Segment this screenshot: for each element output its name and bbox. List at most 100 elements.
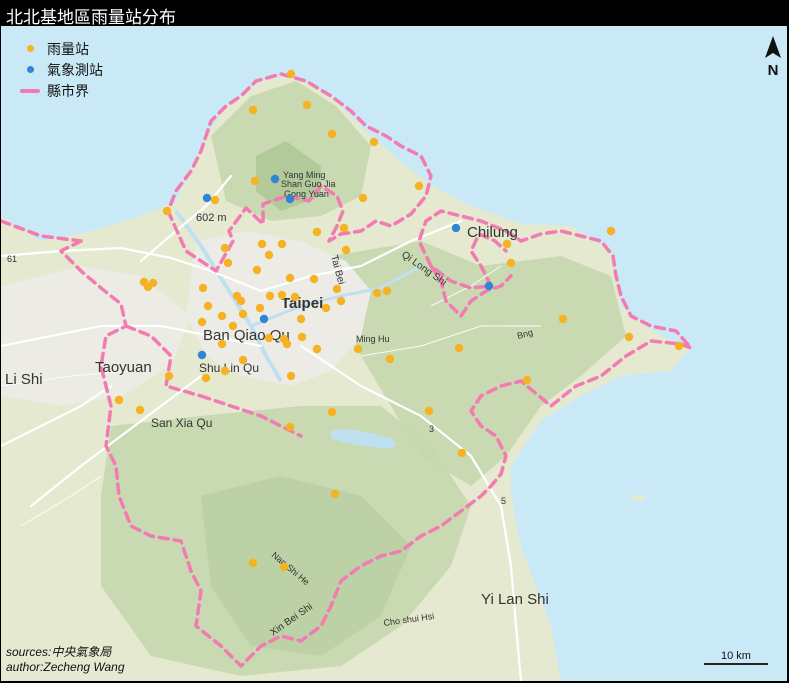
minor-roads (1, 265, 541, 527)
rain-station-marker[interactable] (217, 339, 227, 349)
rain-station-marker[interactable] (674, 341, 684, 351)
rain-station-marker[interactable] (321, 303, 331, 313)
map-credits: sources:中央氣象局 author:Zecheng Wang (6, 645, 125, 675)
weather-station-marker[interactable] (270, 174, 280, 184)
rain-station-marker[interactable] (332, 284, 342, 294)
rain-station-marker[interactable] (265, 291, 275, 301)
rain-station-marker[interactable] (217, 311, 227, 321)
weather-station-marker[interactable] (197, 350, 207, 360)
rain-station-marker[interactable] (236, 296, 246, 306)
keelung-river (250, 264, 422, 328)
rain-station-marker[interactable] (148, 278, 158, 288)
label-ban-qiao: Ban Qiao Qu (203, 327, 290, 344)
rain-station-marker[interactable] (135, 405, 145, 415)
rain-station-marker[interactable] (279, 562, 289, 572)
label-taipei: Taipei (281, 295, 323, 312)
rain-station-marker[interactable] (502, 239, 512, 249)
rain-station-marker[interactable] (285, 273, 295, 283)
rain-station-marker[interactable] (277, 239, 287, 249)
rain-station-marker[interactable] (248, 558, 258, 568)
scale-line (704, 663, 768, 665)
map-canvas[interactable]: Taipei Ban Qiao Qu Shu Lin Qu Taoyuan Li… (1, 26, 787, 681)
label-yi-lan: Yi Lan Shi (481, 591, 549, 608)
weather-station-marker[interactable] (285, 194, 295, 204)
north-arrow-icon (765, 36, 781, 58)
rain-station-marker[interactable] (369, 137, 379, 147)
rain-station-marker[interactable] (223, 258, 233, 268)
rain-station-marker[interactable] (264, 333, 274, 343)
weather-station-marker[interactable] (451, 223, 461, 233)
rain-station-marker[interactable] (624, 332, 634, 342)
rain-station-marker[interactable] (248, 105, 258, 115)
label-li-shi: Li Shi (5, 371, 43, 388)
rain-station-marker[interactable] (203, 301, 213, 311)
turtle-island (629, 494, 647, 502)
map-frame[interactable]: Taipei Ban Qiao Qu Shu Lin Qu Taoyuan Li… (1, 26, 787, 681)
rain-station-marker[interactable] (210, 195, 220, 205)
label-chilung: Chilung (467, 224, 518, 241)
rain-station-marker[interactable] (220, 366, 230, 376)
rain-station-marker[interactable] (252, 265, 262, 275)
rain-station-marker[interactable] (296, 314, 306, 324)
rain-station-marker[interactable] (198, 283, 208, 293)
label-san-xia: San Xia Qu (151, 416, 212, 430)
rain-station-marker[interactable] (114, 395, 124, 405)
rain-station-marker[interactable] (286, 69, 296, 79)
mountains-southeast (201, 476, 411, 656)
rain-station-marker[interactable] (353, 344, 363, 354)
weather-station-marker[interactable] (259, 314, 269, 324)
rain-station-marker[interactable] (228, 321, 238, 331)
road-network (1, 174, 523, 681)
rain-station-marker[interactable] (162, 206, 172, 216)
rain-station-marker[interactable] (336, 296, 346, 306)
rain-station-marker[interactable] (358, 193, 368, 203)
rain-station-marker[interactable] (309, 274, 319, 284)
rain-station-marker[interactable] (302, 100, 312, 110)
tamsui-river (174, 209, 283, 383)
rain-station-marker[interactable] (297, 332, 307, 342)
rain-station-marker[interactable] (238, 309, 248, 319)
weather-stations (197, 174, 494, 360)
rain-station-marker[interactable] (506, 258, 516, 268)
rain-station-marker[interactable] (341, 245, 351, 255)
rain-station-marker[interactable] (327, 129, 337, 139)
rain-station-marker[interactable] (250, 176, 260, 186)
legend-label-weather: 氣象測站 (47, 62, 103, 79)
rain-station-marker[interactable] (201, 373, 211, 383)
rain-station-marker[interactable] (522, 375, 532, 385)
weather-station-marker[interactable] (484, 281, 494, 291)
rain-station-marker[interactable] (454, 343, 464, 353)
rain-station-marker[interactable] (330, 489, 340, 499)
rain-station-marker[interactable] (457, 448, 467, 458)
rain-station-marker[interactable] (164, 371, 174, 381)
rain-station-marker[interactable] (264, 250, 274, 260)
rain-station-marker[interactable] (197, 317, 207, 327)
rain-station-marker[interactable] (290, 292, 300, 302)
rain-station-marker[interactable] (238, 355, 248, 365)
rain-station-marker[interactable] (285, 422, 295, 432)
label-shu-lin: Shu Lin Qu (199, 361, 259, 375)
label-yang-ming: Yang Ming (283, 170, 325, 180)
label-shan-guo: Shan Guo Jia (281, 179, 336, 189)
rain-station-marker[interactable] (312, 344, 322, 354)
peak-yangming (256, 141, 321, 211)
rain-station-marker[interactable] (282, 339, 292, 349)
rain-station-marker[interactable] (255, 303, 265, 313)
rain-station-marker[interactable] (257, 239, 267, 249)
rain-station-marker[interactable] (339, 223, 349, 233)
rain-station-marker[interactable] (558, 314, 568, 324)
rain-station-marker[interactable] (327, 407, 337, 417)
rain-station-marker[interactable] (606, 226, 616, 236)
rain-station-marker[interactable] (220, 243, 230, 253)
rain-station-marker[interactable] (312, 227, 322, 237)
rain-station-marker[interactable] (414, 181, 424, 191)
scale-bar: 10 km (704, 650, 768, 665)
rain-station-marker[interactable] (385, 354, 395, 364)
map-title: 北北基地區雨量站分布 (6, 8, 176, 28)
rain-station-marker[interactable] (277, 290, 287, 300)
rain-station-marker[interactable] (382, 286, 392, 296)
weather-station-marker[interactable] (202, 193, 212, 203)
rain-station-marker[interactable] (424, 406, 434, 416)
rain-station-marker[interactable] (286, 371, 296, 381)
rain-station-marker[interactable] (372, 288, 382, 298)
